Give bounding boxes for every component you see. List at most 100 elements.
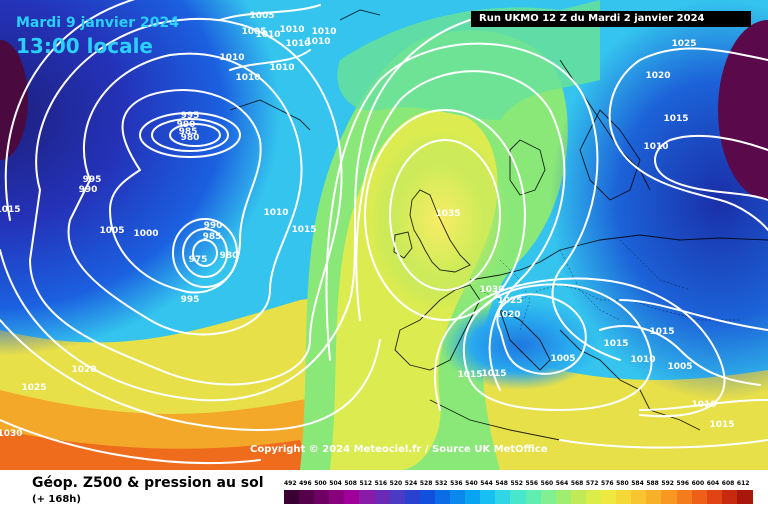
isobar-label: 1005 — [99, 226, 124, 236]
isobar-label: 975 — [189, 255, 208, 265]
isobar-label: 1010 — [643, 142, 668, 152]
legend-value: 572 — [585, 480, 599, 487]
isobar-label: 1015 — [663, 114, 688, 124]
legend-value: 584 — [631, 480, 644, 487]
isobar-label: 1025 — [497, 296, 522, 306]
legend-value: 596 — [676, 480, 690, 487]
legend-value: 496 — [299, 480, 312, 487]
legend-swatch — [585, 490, 602, 504]
legend-swatch — [480, 490, 497, 504]
isobar-label: 1030 — [479, 285, 504, 295]
field-med-low — [440, 300, 600, 390]
legend-swatch — [631, 490, 648, 504]
legend-swatch — [555, 490, 572, 504]
legend-value: 580 — [616, 480, 629, 487]
field-low-northeast — [718, 20, 768, 200]
isobar-label: 995 — [181, 295, 200, 305]
legend-value: 548 — [495, 480, 508, 487]
legend-swatch — [495, 490, 512, 504]
isobar-label: 1015 — [457, 370, 482, 380]
isobar-label: 1015 — [603, 339, 628, 349]
isobar-label: 1030 — [0, 429, 23, 439]
field-north-green — [337, 0, 600, 120]
isobar-label: 1015 — [291, 225, 316, 235]
isobars — [0, 0, 768, 464]
forecast-date: Mardi 9 janvier 2024 — [16, 15, 179, 31]
isobar-label: 1025 — [21, 383, 46, 393]
isobar-label: 1010 — [691, 400, 716, 410]
legend-swatch — [374, 490, 391, 504]
legend-value: 500 — [314, 480, 327, 487]
legend-value: 524 — [404, 480, 418, 487]
legend-swatch — [661, 490, 678, 504]
legend-value: 564 — [555, 480, 569, 487]
legend-swatch — [676, 490, 693, 504]
legend-swatch — [570, 490, 587, 504]
isobar-label: 1010 — [235, 73, 260, 83]
legend-swatch — [465, 490, 482, 504]
isobar-label: 1010 — [311, 27, 336, 37]
isobar-label: 1010 — [219, 53, 244, 63]
legend-value: 544 — [480, 480, 493, 487]
field-hot-southwest — [0, 430, 310, 470]
color-scale-legend: 492 496 500 504 508 512 516 520 524 528 532 536 540 5… — [284, 480, 753, 508]
legend-value: 604 — [706, 480, 720, 487]
legend-value: 536 — [450, 480, 463, 487]
isobar-label: 985 — [203, 232, 222, 242]
isobar-label: 1035 — [435, 209, 460, 219]
isobar-label: 1015 — [709, 420, 734, 430]
legend-value: 528 — [419, 480, 433, 487]
field-low-west — [0, 0, 410, 400]
isobar-label: 1010 — [269, 63, 294, 73]
legend-value: 532 — [434, 480, 448, 487]
isobar-label: 1025 — [671, 39, 696, 49]
isobar-label: 995 — [181, 111, 200, 121]
legend-value: 512 — [359, 480, 372, 487]
isobar-label: 980 — [181, 133, 200, 143]
isobar-label: 1020 — [71, 365, 96, 375]
legend-swatch — [314, 490, 331, 504]
legend-swatch — [389, 490, 406, 504]
isobar-label: 1010 — [263, 208, 288, 218]
isobar-label: 985 — [179, 127, 198, 137]
legend-value: 504 — [329, 480, 342, 487]
legend-value: 592 — [661, 480, 674, 487]
isobar-label: 1010 — [630, 355, 655, 365]
legend-swatch — [284, 490, 300, 504]
legend-value: 540 — [465, 480, 478, 487]
copyright-notice: Copyright © 2024 Meteociel.fr / Source U… — [250, 444, 548, 455]
isobar-label: 990 — [79, 185, 98, 195]
forecast-time: 13:00 locale — [16, 34, 153, 58]
legend-swatch — [419, 490, 436, 504]
legend-swatch — [540, 490, 557, 504]
legend-value: 576 — [601, 480, 614, 487]
isobar-label: 1005 — [667, 362, 692, 372]
legend-value: 508 — [344, 480, 357, 487]
legend-swatch — [299, 490, 316, 504]
isobar-label: 990 — [177, 120, 196, 130]
isobar-label: 1010 — [255, 30, 280, 40]
isobar-label: 1020 — [495, 310, 520, 320]
legend-swatch — [706, 490, 723, 504]
isobar-label: 1000 — [133, 229, 158, 239]
legend-value: 612 — [736, 480, 750, 487]
map-canvas: 1005101010101010100510101010101010101010… — [0, 0, 768, 470]
legend-swatch — [616, 490, 633, 504]
legend-value: 552 — [510, 480, 523, 487]
isobar-label: 1005 — [241, 27, 266, 37]
isobar-label: 1020 — [645, 71, 670, 81]
legend-swatch — [329, 490, 346, 504]
isobar-label: 1015 — [649, 327, 674, 337]
isobar-label: 1005 — [249, 11, 274, 21]
legend-swatch — [736, 490, 753, 504]
forecast-range: (+ 168h) — [32, 494, 81, 505]
legend-swatch — [510, 490, 527, 504]
legend-swatch — [691, 490, 708, 504]
model-run-banner: Run UKMO 12 Z du Mardi 2 janvier 2024 — [471, 11, 751, 27]
isobar-label: 1015 — [481, 369, 506, 379]
legend-swatch — [601, 490, 618, 504]
legend-swatch — [359, 490, 376, 504]
legend-swatch — [646, 490, 663, 504]
isobar-label: 995 — [83, 175, 102, 185]
